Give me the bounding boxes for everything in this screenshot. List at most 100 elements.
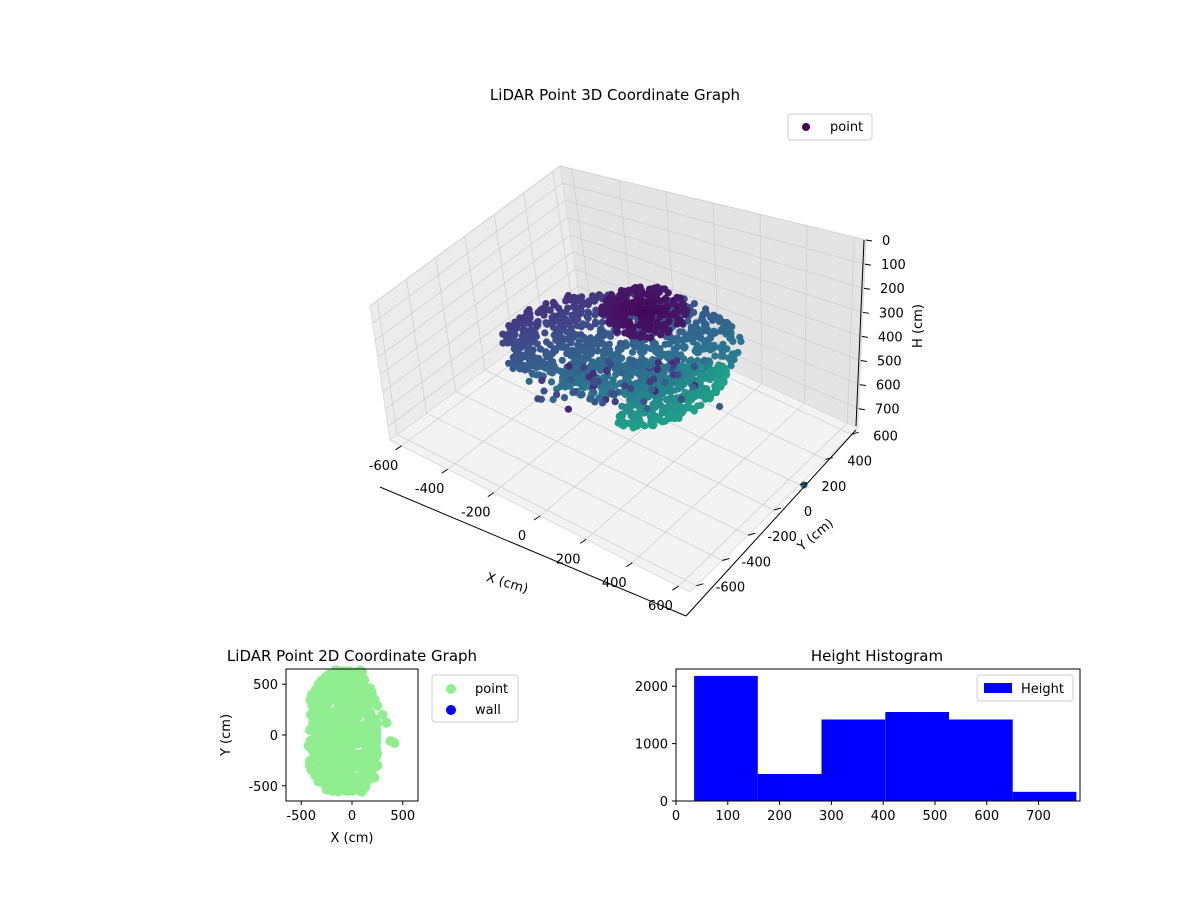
- z-tick-label-3d: 100: [881, 258, 906, 273]
- point-3d: [673, 357, 681, 365]
- point-3d: [609, 296, 617, 304]
- legend-3d-frame: [787, 113, 873, 141]
- point-3d: [665, 340, 673, 348]
- point-3d: [577, 323, 586, 331]
- grid-3d-x-wall-line: [571, 168, 592, 305]
- point-3d: [651, 327, 659, 335]
- point-3d: [689, 383, 697, 391]
- point-3d: [590, 340, 599, 348]
- x-tick-mark-3d: [672, 585, 679, 591]
- x-tick-mark-3d: [626, 562, 633, 568]
- point-3d: [677, 395, 685, 403]
- point-3d: [583, 321, 591, 329]
- point-3d: [698, 372, 706, 380]
- point-3d: [659, 407, 667, 415]
- y-tick-label-2d: 500: [253, 678, 278, 693]
- point-2d: [334, 763, 345, 774]
- x-tick-label-3d: 200: [556, 552, 581, 567]
- point-3d: [707, 366, 715, 374]
- point-2d: [353, 670, 364, 681]
- point-2d: [306, 764, 317, 775]
- point-2d: [369, 772, 380, 783]
- chart-2d: LiDAR Point 2D Coordinate Graph -500 0 500…: [219, 647, 519, 846]
- point-2d: [323, 697, 334, 708]
- point-3d: [536, 306, 544, 314]
- point-2d: [372, 700, 383, 711]
- point-3d: [514, 338, 522, 346]
- y-axis-line-3d: [685, 429, 857, 617]
- point-3d: [637, 349, 645, 357]
- point-3d: [692, 319, 700, 327]
- point-3d: [580, 363, 588, 371]
- point-3d: [638, 367, 646, 375]
- point-3d: [623, 376, 631, 384]
- grid-3d-y-wall-line: [552, 171, 574, 306]
- grid-3d-z-line: [567, 217, 864, 313]
- point-3d: [671, 348, 680, 356]
- point-3d: [584, 314, 592, 322]
- point-3d: [611, 322, 619, 330]
- point-3d: [640, 398, 648, 406]
- point-3d: [635, 302, 643, 310]
- grid-3d-y-wall-line: [376, 300, 398, 435]
- point-3d: [558, 356, 566, 364]
- histogram-x-tick-label: 700: [1026, 809, 1051, 824]
- point-3d: [692, 328, 701, 336]
- x-tick-label-3d: 400: [602, 576, 627, 591]
- z-tick-mark-3d: [859, 384, 866, 387]
- point-3d: [698, 315, 706, 324]
- grid-3d-z-line: [570, 234, 863, 337]
- grid-3d-z-left-line: [374, 200, 566, 341]
- point-3d: [621, 329, 629, 337]
- point-3d: [630, 284, 638, 292]
- point-2d: [326, 708, 337, 719]
- point-3d: [628, 362, 636, 370]
- point-2d: [381, 717, 392, 728]
- point-3d: [568, 346, 576, 354]
- point-3d: [687, 356, 695, 364]
- legend-2d-marker-wall: [446, 705, 456, 715]
- point-3d: [717, 318, 725, 326]
- point-3d: [574, 315, 582, 323]
- point-3d: [655, 416, 663, 424]
- point-3d: [707, 374, 716, 382]
- x-tick-label-3d: -400: [415, 482, 445, 497]
- point-3d: [560, 343, 568, 351]
- point-3d: [600, 332, 608, 340]
- x-tick-mark-3d: [441, 468, 448, 474]
- point-3d: [562, 297, 570, 305]
- point-3d: [509, 364, 517, 373]
- point-3d: [638, 310, 646, 318]
- grid-3d-z-left-line: [372, 182, 563, 324]
- y-tick-label-2d: -500: [248, 780, 278, 795]
- point-2d: [359, 762, 370, 772]
- z-axis-line-3d: [855, 239, 865, 427]
- point-3d: [645, 362, 654, 370]
- point-2d: [348, 771, 358, 782]
- point-3d: [668, 410, 676, 418]
- point-3d: [526, 319, 534, 328]
- point-3d: [690, 363, 699, 371]
- point-3d: [578, 357, 586, 365]
- legend-histogram-frame: [976, 674, 1074, 702]
- histogram-bars: [694, 675, 1077, 801]
- point-3d: [585, 309, 593, 317]
- point-3d: [698, 328, 706, 336]
- point-2d: [322, 757, 333, 768]
- y-tick-label-3d: -400: [742, 555, 772, 570]
- point-3d: [630, 342, 638, 350]
- point-3d: [559, 316, 567, 324]
- histogram-ticks: 0 100 200 300 400 500 600 700 0 1000 2000: [635, 680, 1051, 824]
- point-2d: [318, 676, 329, 687]
- grid-3d-y-line: [426, 412, 723, 561]
- point-2d: [306, 709, 316, 720]
- point-3d: [654, 321, 662, 329]
- point-3d: [595, 356, 603, 364]
- point-3d: [665, 317, 673, 325]
- z-tick-mark-3d: [858, 408, 865, 411]
- x-tick-mark-3d: [395, 445, 402, 451]
- legend-3d: point: [787, 113, 873, 141]
- y-tick-label-3d: 400: [847, 455, 872, 470]
- point-2d: [333, 730, 344, 741]
- legend-2d-marker-point: [446, 684, 456, 694]
